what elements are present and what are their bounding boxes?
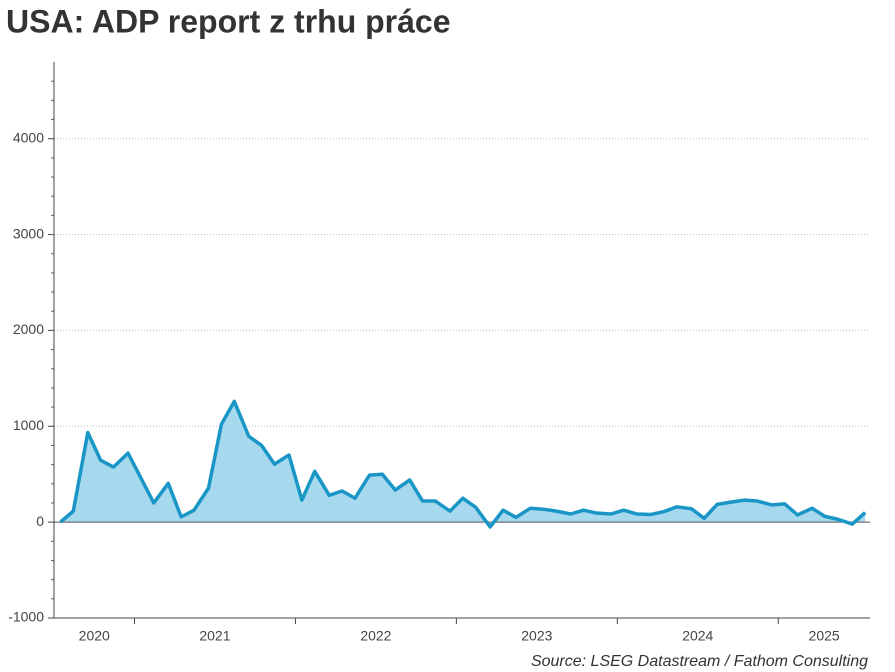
line: [59, 399, 867, 529]
x-tick-label: 2021: [199, 628, 230, 644]
y-tick-label: 3000: [13, 225, 44, 241]
x-tick-label: 2022: [360, 628, 391, 644]
source-note: Source: LSEG Datastream / Fathom Consult…: [531, 653, 868, 670]
y-tick-label: -1000: [8, 609, 44, 625]
x-tick-label: 2023: [521, 628, 552, 644]
y-tick-label: 4000: [13, 129, 44, 145]
y-tick-label: 1000: [13, 417, 44, 433]
y-tick-label: 2000: [13, 321, 44, 337]
x-tick-label: 2020: [79, 628, 110, 644]
x-tick-label: 2024: [682, 628, 713, 644]
x-tick-label: 2025: [809, 628, 840, 644]
chart-title: USA: ADP report z trhu práce: [6, 3, 451, 39]
area: [60, 401, 866, 527]
y-tick-label: 0: [36, 513, 44, 529]
